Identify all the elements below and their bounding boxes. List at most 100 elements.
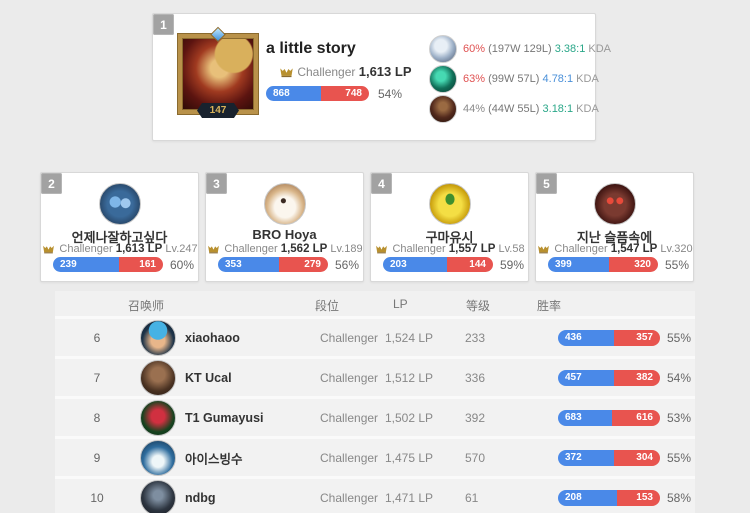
losses-segment: 320 [609,257,658,272]
champion-kda: 4.78:1 [542,73,574,85]
wins-segment: 239 [53,257,119,272]
winloss-bar: 868 748 [266,86,369,101]
lp-value: 1,613 LP [115,243,163,255]
summoner-avatar[interactable] [140,479,176,513]
winrate-percent: 60% [170,257,195,272]
kda-label: KDA [576,73,599,85]
level-value: 61 [465,490,479,505]
level-value: 336 [465,370,486,385]
summoner-level-badge: 147 [197,103,239,118]
rank-badge: 2 [41,173,62,194]
level-value: 570 [465,450,486,465]
leaderboard-table: 召唤师 段位 LP 等级 胜率 6 xiaohaoo Challenger 1,… [55,291,695,513]
winrate-percent: 59% [500,257,525,272]
winloss-bar: 457 382 [558,369,660,386]
champion-record: (197W 129L) [488,43,552,55]
top-champions-list: 60% (197W 129L) 3.38:1 KDA 63% (99W 57L)… [429,35,611,126]
rank-badge: 1 [153,14,174,35]
winloss-bar: 683 616 [558,409,660,426]
rank-badge: 4 [371,173,392,194]
rank2-player-card[interactable]: 2 언제나잘하고싶다 Challenger 1,613 LP Lv.247 23… [40,172,199,282]
champion-stat-row[interactable]: 63% (99W 57L) 4.78:1 KDA [429,65,611,93]
tier-label: Challenger [320,490,379,505]
champion-stats: 44% (44W 55L) 3.18:1 KDA [463,103,599,115]
table-row[interactable]: 10 ndbg Challenger 1,471 LP 61 208 153 5… [55,479,695,513]
wins-segment: 683 [558,409,612,426]
rank5-player-card[interactable]: 5 지난 슬픔속에 Challenger 1,547 LP Lv.320 399… [535,172,694,282]
wins-segment: 868 [266,86,322,101]
champion-winrate: 60% [463,43,486,55]
champion-kda: 3.18:1 [542,103,574,115]
winrate-percent: 55% [665,257,690,272]
lp-value: 1,475 LP [385,450,434,465]
summoner-name[interactable]: KT Ucal [185,370,232,385]
lp-value: 1,547 LP [610,243,658,255]
losses-segment: 153 [616,489,660,506]
champion-portrait-icon [429,35,457,63]
summoner-avatar[interactable] [593,183,636,225]
winloss-bar: 208 153 [558,489,660,506]
summoner-avatar[interactable] [140,399,176,436]
kda-label: KDA [576,103,599,115]
table-row[interactable]: 9 아이스빙수 Challenger 1,475 LP 570 372 304 … [55,439,695,479]
rank-number: 9 [93,450,101,465]
winrate-percent: 53% [667,410,692,425]
table-row[interactable]: 8 T1 Gumayusi Challenger 1,502 LP 392 68… [55,399,695,439]
summoner-name[interactable]: 아이스빙수 [185,452,243,466]
summoner-name[interactable]: 언제나잘하고싶다 [71,230,168,245]
table-row[interactable]: 7 KT Ucal Challenger 1,512 LP 336 457 38… [55,359,695,399]
champion-winrate: 63% [463,73,486,85]
column-header-tier: 段位 [315,299,340,313]
wins-segment: 457 [558,369,614,386]
summoner-name[interactable]: T1 Gumayusi [185,410,264,425]
level-label: Lv.189 [330,243,363,255]
losses-segment: 748 [321,86,369,101]
rank-badge: 3 [206,173,227,194]
kda-label: KDA [588,43,612,55]
winloss-bar: 372 304 [558,449,660,466]
summoner-avatar[interactable] [140,439,176,476]
tier-label: Challenger [554,243,608,255]
rank-number: 8 [93,410,101,425]
rank4-player-card[interactable]: 4 구마유시 Challenger 1,557 LP Lv.58 203 144… [370,172,529,282]
winloss-bar-row: 399 320 55% [548,257,689,272]
summoner-avatar[interactable] [98,183,141,225]
challenger-tier-icon [536,243,551,256]
tier-label: Challenger [320,370,379,385]
summoner-name[interactable]: BRO Hoya [252,227,317,242]
summoner-avatar[interactable] [263,183,306,225]
champion-winrate: 44% [463,103,486,115]
summoner-name[interactable]: a little story [266,40,356,57]
champion-stat-row[interactable]: 60% (197W 129L) 3.38:1 KDA [429,35,611,63]
winrate-percent: 58% [667,490,692,505]
rank-number: 6 [93,330,101,345]
summoner-name[interactable]: xiaohaoo [185,330,240,345]
summoner-name[interactable]: ndbg [185,490,216,505]
summoner-avatar[interactable] [140,359,176,396]
wins-segment: 203 [383,257,448,272]
table-header-row: 召唤师 段位 LP 等级 胜率 [55,291,695,319]
winloss-bar-row: 353 279 56% [218,257,359,272]
table-row[interactable]: 6 xiaohaoo Challenger 1,524 LP 233 436 3… [55,319,695,359]
summoner-avatar[interactable] [140,319,176,356]
tier-line: Challenger 1,562 LP Lv.189 [206,243,363,256]
tier-label: Challenger [224,243,278,255]
summoner-avatar[interactable] [428,183,471,225]
tier-label: Challenger [320,410,379,425]
level-value: 392 [465,410,486,425]
winrate-percent: 55% [667,330,692,345]
champion-stat-row[interactable]: 44% (44W 55L) 3.18:1 KDA [429,95,611,123]
summoner-name[interactable]: 구마유시 [425,230,474,245]
rank1-summoner-avatar[interactable]: 147 [178,26,258,118]
tier-line: Challenger 1,557 LP Lv.58 [371,243,528,256]
rank1-player-card[interactable]: 1 147 a little story Challenger 1,613 LP… [152,13,611,141]
winloss-bar-row: 203 144 59% [383,257,524,272]
summoner-name[interactable]: 지난 슬픔속에 [576,230,653,245]
level-label: Lv.247 [165,243,198,255]
wins-segment: 372 [558,449,615,466]
rank3-player-card[interactable]: 3 BRO Hoya Challenger 1,562 LP Lv.189 35… [205,172,364,282]
champion-stats: 60% (197W 129L) 3.38:1 KDA [463,43,611,55]
champion-portrait-icon [429,95,457,123]
tier-line: Challenger 1,547 LP Lv.320 [536,243,693,256]
winloss-bar: 436 357 [558,329,660,346]
